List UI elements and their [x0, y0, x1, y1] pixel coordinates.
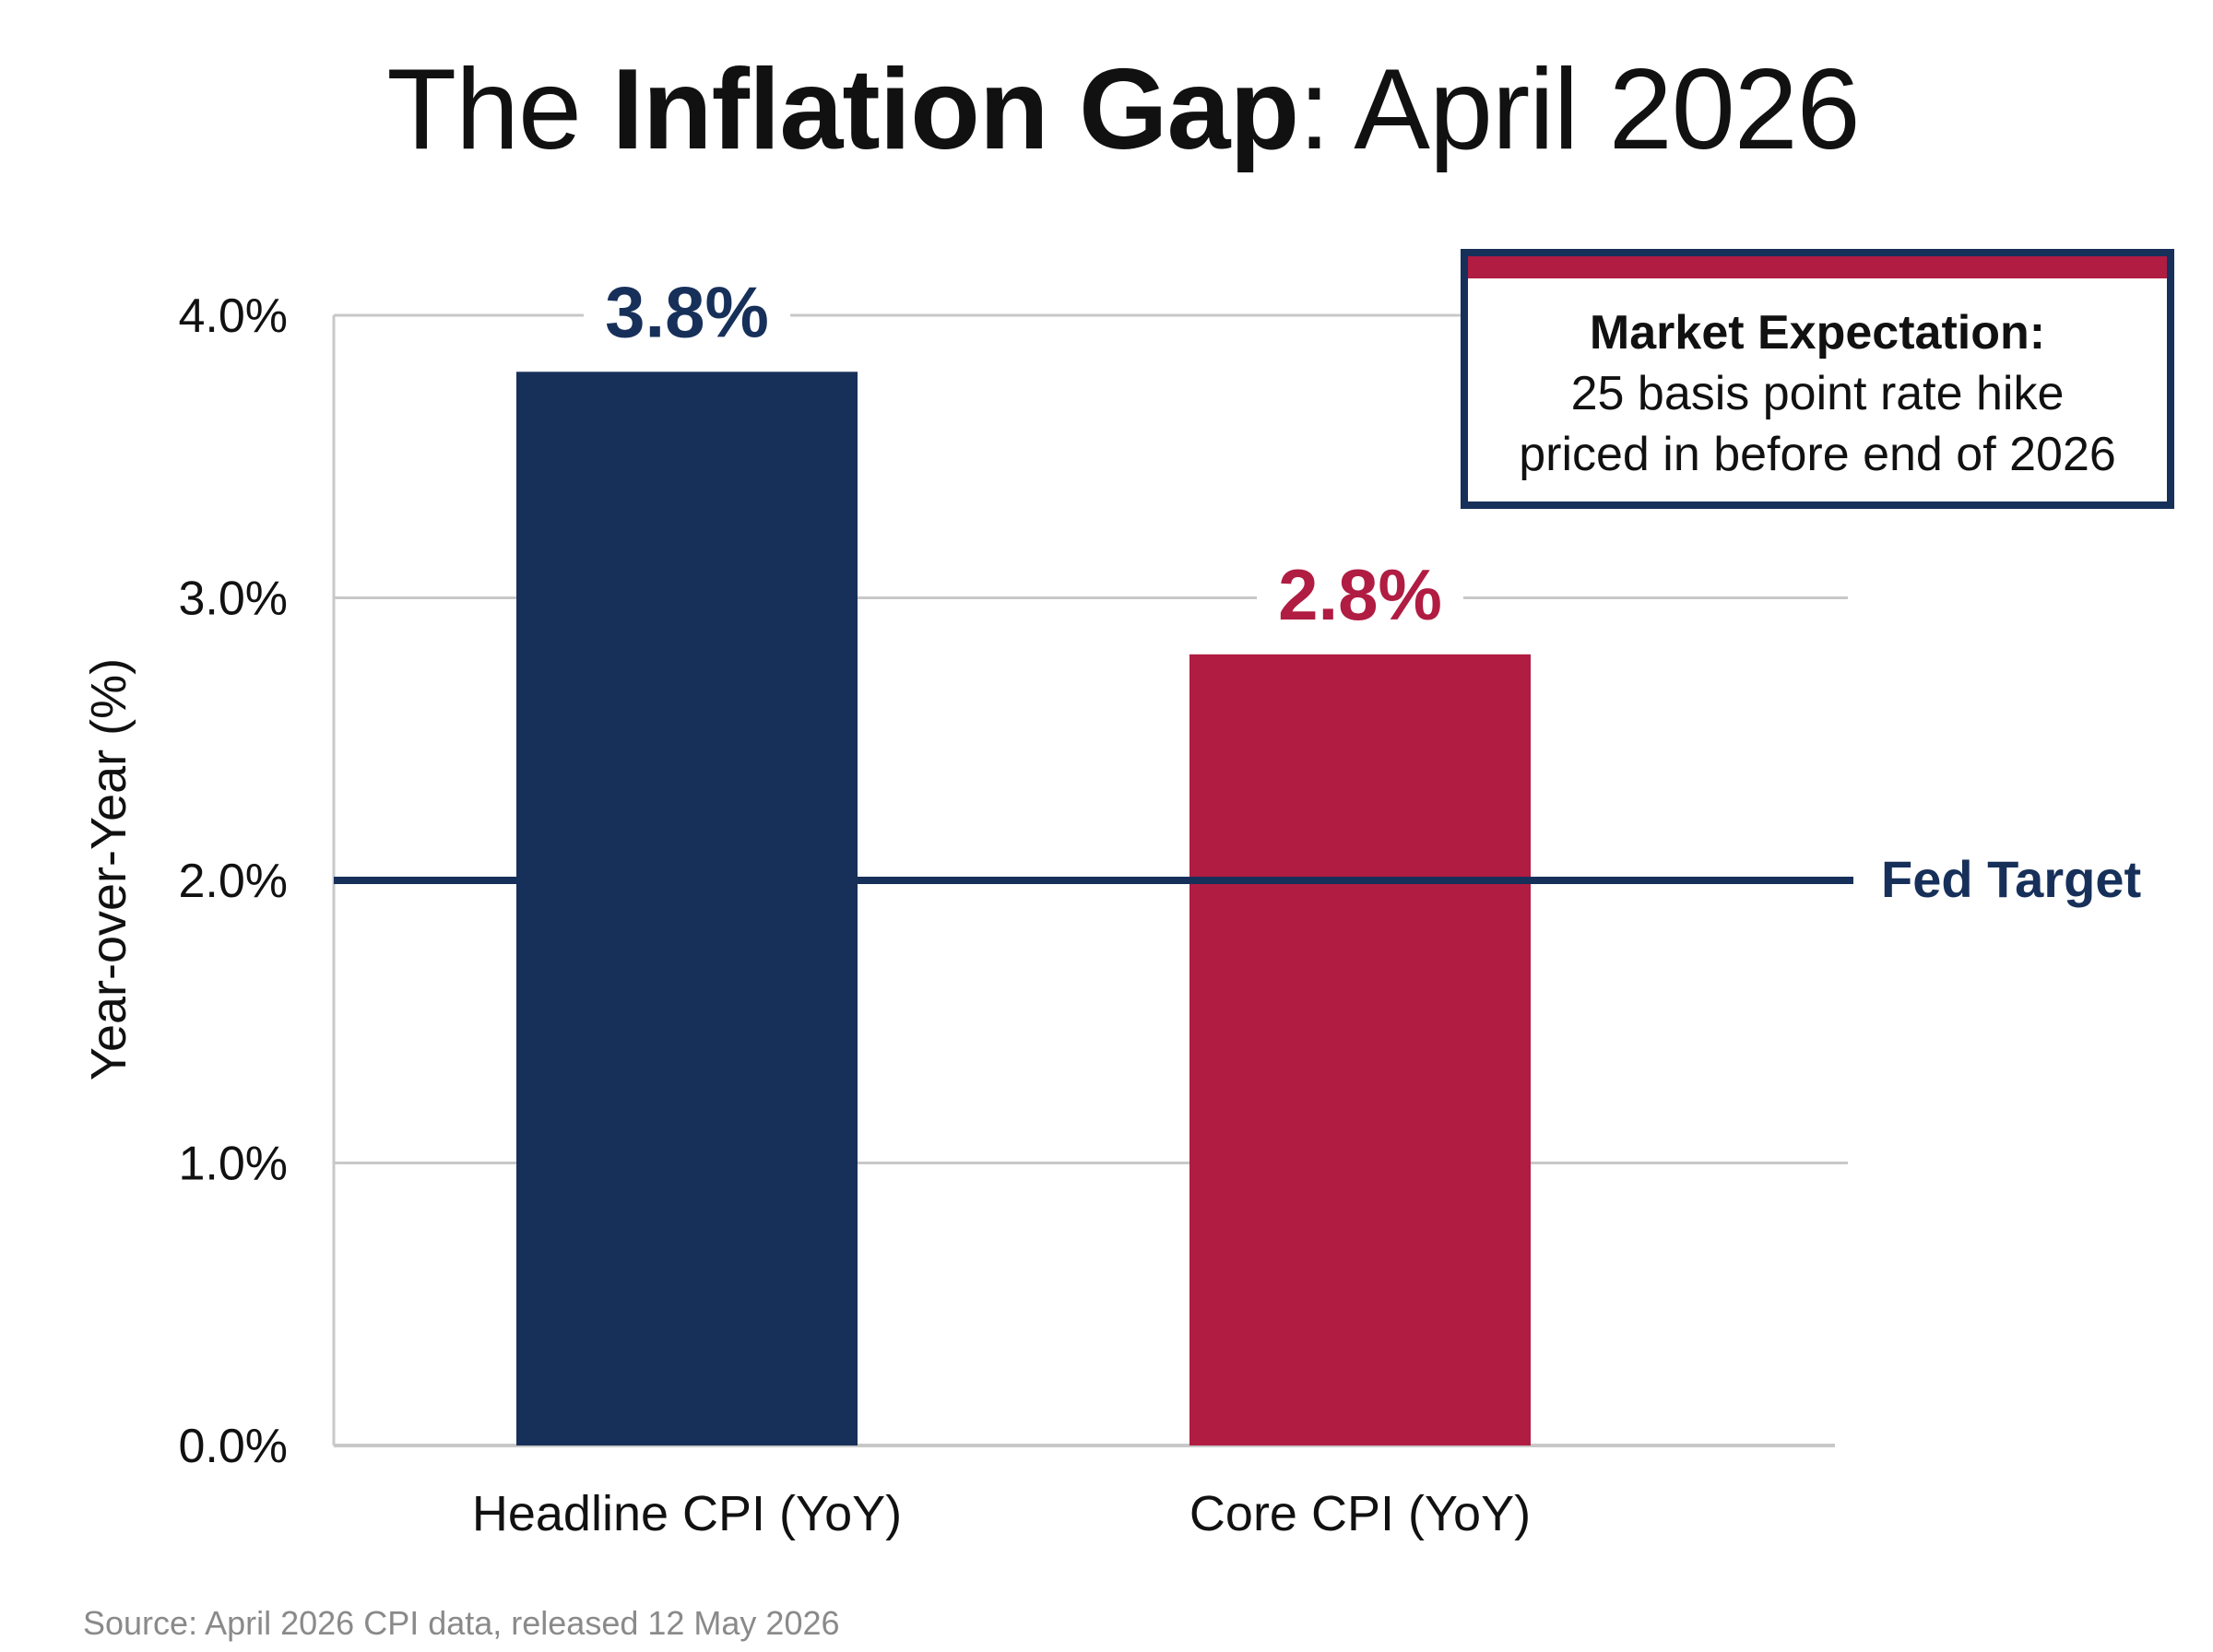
source-note: Source: April 2026 CPI data, released 12…: [83, 1604, 840, 1642]
y-tick-label: 4.0%: [178, 289, 288, 343]
y-axis-title: Year-over-Year (%): [81, 658, 136, 1080]
market-expectation-callout: Market Expectation: 25 basis point rate …: [1461, 249, 2174, 509]
labels: 0.0% 1.0% 2.0% 3.0% 4.0% Year-over-Year (%) 3.…: [81, 271, 2141, 1541]
value-label-backdrop: [584, 270, 790, 348]
chart-title-emphasis: Inflation Gap: [611, 46, 1299, 173]
y-tick-label: 0.0%: [178, 1420, 288, 1473]
chart-title: The Inflation Gap: April 2026: [0, 44, 2213, 175]
x-category-label: Core CPI (YoY): [1189, 1486, 1531, 1541]
bar-value-label: 3.8%: [605, 271, 769, 352]
bars: [516, 372, 1531, 1446]
y-tick-label: 1.0%: [178, 1138, 288, 1191]
y-tick-label: 2.0%: [178, 855, 288, 908]
chart-title-part1: The: [386, 46, 612, 173]
bar: [1189, 654, 1531, 1446]
fed-target-label: Fed Target: [1881, 850, 2141, 908]
callout-accent-bar: [1468, 256, 2167, 278]
x-category-label: Headline CPI (YoY): [472, 1486, 902, 1541]
bar-value-label: 2.8%: [1278, 554, 1442, 635]
value-label-backdrop: [1257, 552, 1463, 631]
y-tick-label: 3.0%: [178, 572, 288, 626]
callout-body: 25 basis point rate hike priced in befor…: [1519, 367, 2116, 481]
callout-heading: Market Expectation:: [1589, 306, 2046, 360]
chart-title-part2: : April 2026: [1298, 46, 1860, 173]
bar: [516, 372, 858, 1446]
